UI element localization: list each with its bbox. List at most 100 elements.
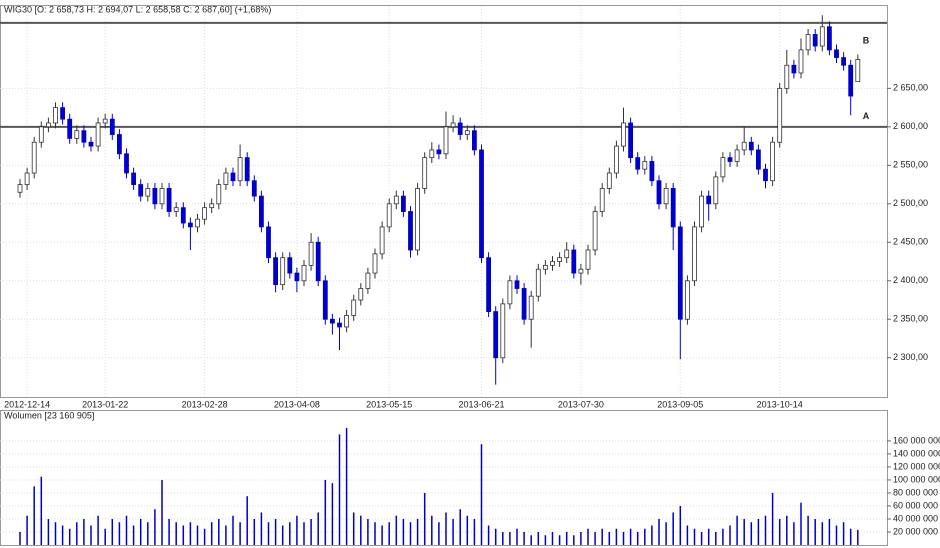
candle-body: [180, 207, 186, 224]
volume-title: Wolumen [23 160 905]: [4, 410, 94, 420]
candle-body: [372, 253, 378, 274]
volume-bar: [225, 525, 227, 545]
volume-bar: [338, 434, 341, 545]
candle-body: [720, 157, 726, 178]
y-tick-label: 120 000 000: [893, 461, 940, 471]
candle-body: [848, 64, 854, 97]
candle-body: [258, 195, 264, 228]
candle-body: [635, 157, 641, 170]
candle-body: [393, 195, 399, 205]
candle-body: [812, 34, 818, 47]
candle-body: [763, 168, 768, 182]
price-panel: [0, 5, 888, 398]
candle-body: [741, 141, 747, 151]
candle-body: [102, 118, 108, 124]
candle-body: [784, 64, 790, 89]
volume-bar: [509, 531, 511, 545]
candle-body: [770, 141, 775, 182]
y-tick-label: 140 000 000: [893, 448, 940, 458]
volume-bar: [757, 518, 760, 545]
volume-bar: [665, 522, 667, 545]
volume-bar: [97, 515, 99, 545]
candle-body: [500, 303, 506, 359]
candle-body: [365, 272, 371, 289]
volume-bar: [807, 515, 809, 545]
candle-body: [543, 264, 548, 270]
volume-bar: [239, 522, 241, 545]
candle-body: [287, 257, 293, 274]
candle-body: [131, 172, 137, 185]
candle-body: [663, 188, 669, 205]
volume-bar: [658, 518, 660, 545]
candle-body: [805, 34, 811, 51]
x-tick-label: 2013-01-22: [82, 399, 128, 409]
y-tick-label: 2 300,00: [893, 352, 928, 362]
volume-bar: [849, 528, 852, 545]
volume-bar: [196, 525, 199, 545]
candle-body: [24, 172, 30, 185]
candle-body: [237, 157, 243, 182]
candle-body: [550, 261, 555, 266]
volume-bar: [743, 518, 745, 545]
level-label: A: [863, 111, 870, 121]
volume-bar: [736, 515, 738, 545]
volume-bar: [47, 518, 50, 545]
candle-body: [599, 188, 605, 212]
volume-bar: [530, 535, 532, 545]
candle-body: [67, 118, 73, 139]
volume-bar: [402, 518, 405, 545]
x-tick-label: 2012-12-14: [4, 399, 50, 409]
x-tick-label: 2013-09-05: [657, 399, 703, 409]
candle-body: [358, 288, 364, 301]
candle-body: [592, 211, 598, 251]
volume-bar: [218, 518, 220, 545]
candle-body: [564, 249, 570, 259]
volume-bar: [281, 525, 284, 545]
candle-body: [606, 172, 612, 189]
volume-bar: [68, 528, 71, 545]
y-tick-label: 2 600,00: [893, 121, 928, 131]
volume-bar: [296, 515, 298, 545]
volume-bar: [303, 522, 305, 545]
volume-bar: [480, 444, 483, 545]
x-tick-label: 2013-05-15: [366, 399, 412, 409]
candle-body: [685, 280, 690, 320]
volume-bar: [118, 522, 121, 545]
candle-body: [38, 126, 44, 143]
volume-bar: [516, 528, 518, 545]
volume-bar: [260, 512, 263, 545]
candle-body: [514, 280, 520, 289]
volume-bar: [729, 525, 731, 545]
volume-bar: [33, 486, 35, 545]
candle-body: [578, 268, 584, 274]
candle-body: [621, 122, 626, 147]
volume-bar: [615, 528, 618, 545]
volume-bar: [111, 518, 114, 545]
volume-bar: [466, 515, 469, 545]
candle-body: [273, 257, 279, 286]
candle-body: [379, 226, 385, 255]
y-tick-label: 2 400,00: [893, 275, 928, 285]
volume-bar: [764, 515, 767, 545]
volume-bar: [147, 522, 149, 545]
volume-bar: [821, 522, 824, 545]
y-tick-label: 80 000 000: [893, 487, 938, 497]
volume-bar: [573, 535, 575, 545]
volume-bar: [154, 509, 156, 545]
volume-bar: [125, 515, 128, 545]
candle-body: [301, 264, 307, 282]
candle-body: [53, 107, 58, 124]
candle-body: [216, 184, 222, 205]
y-tick-label: 2 350,00: [893, 314, 928, 324]
volume-bar: [459, 509, 461, 545]
volume-bar: [104, 528, 106, 545]
candle-body: [748, 141, 754, 151]
candle-body: [124, 153, 129, 174]
volume-bar: [722, 528, 724, 545]
volume-bar: [835, 525, 838, 545]
volume-bar: [168, 518, 170, 545]
candle-body: [443, 126, 449, 155]
volume-bar: [132, 525, 135, 545]
volume-bar: [324, 479, 327, 545]
candle-body: [17, 184, 23, 193]
